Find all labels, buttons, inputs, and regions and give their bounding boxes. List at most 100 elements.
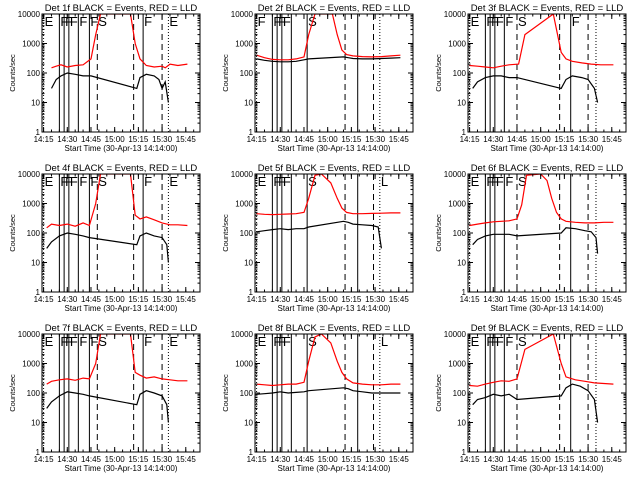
x-tick-label: 14:45 <box>507 455 528 464</box>
x-axis-label: Start Time (30-Apr-13 14:14:00) <box>278 304 391 313</box>
y-tick-label: 10000 <box>18 330 41 339</box>
y-tick-label: 1000 <box>22 40 40 49</box>
panel-title: Det 4f BLACK = Events, RED = LLD <box>45 163 198 174</box>
plot-frame <box>254 13 414 133</box>
plot-frame <box>467 333 627 453</box>
x-tick-label: 14:45 <box>507 135 528 144</box>
y-tick-label: 100 <box>240 389 254 398</box>
y-axis-label: Counts/sec <box>434 214 443 252</box>
panel-9: EFFFFSDet 9f BLACK = Events, RED = LLD11… <box>434 323 627 473</box>
y-tick-label: 1000 <box>448 360 466 369</box>
events-series-line <box>256 56 401 63</box>
plot-frame <box>467 173 627 293</box>
panel-title: Det 5f BLACK = Events, RED = LLD <box>258 163 411 174</box>
events-series-line <box>46 390 169 423</box>
marker-label: S <box>308 334 317 349</box>
x-tick-label: 15:00 <box>531 455 552 464</box>
x-tick-label: 15:30 <box>578 135 599 144</box>
y-tick-label: 100 <box>453 69 467 78</box>
y-tick-label: 100 <box>27 229 41 238</box>
events-series-line <box>256 387 401 395</box>
lld-series-line <box>256 334 401 387</box>
lld-series-line <box>256 174 401 216</box>
y-tick-label: 1000 <box>22 360 40 369</box>
panel-title: Det 2f BLACK = Events, RED = LLD <box>258 3 411 14</box>
x-tick-label: 15:15 <box>554 135 575 144</box>
marker-label: F <box>70 174 78 189</box>
x-tick-label: 15:45 <box>389 455 410 464</box>
y-tick-label: 10 <box>244 419 253 428</box>
x-tick-label: 14:30 <box>57 135 78 144</box>
x-tick-label: 14:15 <box>247 135 268 144</box>
y-tick-label: 10 <box>244 259 253 268</box>
events-series-line <box>50 72 169 103</box>
events-series-line <box>472 227 599 254</box>
x-tick-label: 14:15 <box>34 295 55 304</box>
marker-label: F <box>79 174 87 189</box>
marker-label: E <box>471 334 480 349</box>
y-tick-label: 1 <box>36 128 41 137</box>
y-tick-label: 10 <box>457 419 466 428</box>
y-tick-label: 10000 <box>444 330 467 339</box>
marker-label: E <box>258 174 267 189</box>
panel-title: Det 1f BLACK = Events, RED = LLD <box>45 3 198 14</box>
lld-series-line <box>469 14 614 69</box>
x-tick-label: 15:45 <box>602 455 623 464</box>
x-tick-label: 15:15 <box>554 455 575 464</box>
panel-3: EFFFFSFDet 3f BLACK = Events, RED = LLD1… <box>434 3 627 153</box>
marker-label: E <box>169 334 178 349</box>
marker-label: S <box>98 334 107 349</box>
panel-8: EFFFSLDet 8f BLACK = Events, RED = LLD11… <box>221 323 414 473</box>
x-axis-label: Start Time (30-Apr-13 14:14:00) <box>491 464 604 473</box>
y-tick-label: 1 <box>249 448 254 457</box>
marker-label: E <box>471 174 480 189</box>
y-tick-label: 10000 <box>444 170 467 179</box>
y-axis-label: Counts/sec <box>221 214 230 252</box>
x-tick-label: 14:45 <box>294 455 315 464</box>
x-tick-label: 14:15 <box>460 455 481 464</box>
x-tick-label: 15:45 <box>176 295 197 304</box>
marker-label: F <box>79 334 87 349</box>
x-tick-label: 15:30 <box>578 455 599 464</box>
y-tick-label: 1 <box>249 128 254 137</box>
x-tick-label: 14:15 <box>34 135 55 144</box>
plot-frame <box>467 13 627 133</box>
y-tick-label: 10000 <box>18 10 41 19</box>
lld-series-line <box>46 174 188 229</box>
x-tick-label: 15:15 <box>341 135 362 144</box>
y-tick-label: 1000 <box>235 200 253 209</box>
x-tick-label: 15:45 <box>602 135 623 144</box>
events-series-line <box>256 220 382 249</box>
y-tick-label: 100 <box>453 229 467 238</box>
x-tick-label: 15:45 <box>389 295 410 304</box>
lld-series-line <box>46 334 188 385</box>
x-axis-label: Start Time (30-Apr-13 14:14:00) <box>65 144 178 153</box>
marker-label: E <box>45 174 54 189</box>
marker-label: F <box>144 334 152 349</box>
x-tick-label: 15:15 <box>341 455 362 464</box>
lld-series-line <box>51 14 188 69</box>
events-series-line <box>472 75 599 103</box>
x-tick-label: 15:00 <box>105 455 126 464</box>
x-axis-label: Start Time (30-Apr-13 14:14:00) <box>491 304 604 313</box>
x-tick-label: 15:15 <box>128 455 149 464</box>
x-axis-label: Start Time (30-Apr-13 14:14:00) <box>278 144 391 153</box>
x-tick-label: 14:15 <box>247 455 268 464</box>
y-tick-label: 1000 <box>448 200 466 209</box>
y-axis-label: Counts/sec <box>8 374 17 412</box>
marker-label: E <box>471 14 480 29</box>
panel-title: Det 7f BLACK = Events, RED = LLD <box>45 323 198 334</box>
x-tick-label: 15:00 <box>105 135 126 144</box>
marker-label: F <box>496 14 504 29</box>
marker-label: S <box>518 334 527 349</box>
x-tick-label: 15:00 <box>105 295 126 304</box>
x-axis-label: Start Time (30-Apr-13 14:14:00) <box>65 464 178 473</box>
y-tick-label: 100 <box>27 69 41 78</box>
x-tick-label: 15:30 <box>152 135 173 144</box>
y-axis-label: Counts/sec <box>8 54 17 92</box>
x-tick-label: 15:15 <box>128 135 149 144</box>
y-tick-label: 1 <box>462 128 467 137</box>
y-tick-label: 10 <box>457 259 466 268</box>
marker-label: F <box>505 174 513 189</box>
